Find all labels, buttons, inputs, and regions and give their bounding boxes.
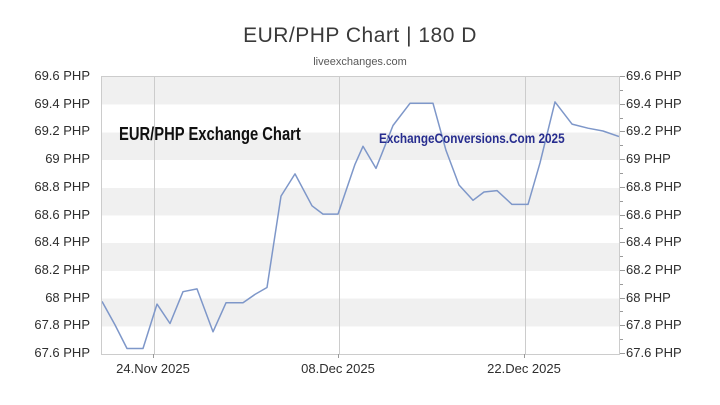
y-tick-mark [620,89,623,91]
y-tick-label-left: 67.6 PHP [34,345,90,360]
page-subtitle: liveexchanges.com [313,56,407,68]
y-tick-mark [620,172,623,174]
y-tick-label-right: 68.4 PHP [626,234,682,250]
vertical-gridline [154,77,155,354]
y-tick-mark [620,228,623,230]
y-tick-label-left: 69 PHP [45,151,90,167]
y-tick-label-left: 69.2 PHP [34,123,90,139]
y-tick-mark [620,339,623,341]
y-tick-mark [620,269,625,271]
y-tick-mark [620,131,625,133]
y-tick-label-left: 68.6 PHP [34,206,90,222]
y-tick-label-right: 68.2 PHP [626,261,682,277]
vertical-gridline [525,77,526,354]
watermark-exchange-chart: EUR/PHP Exchange Chart [119,124,301,144]
x-tick-label: 24.Nov 2025 [116,361,190,376]
y-tick-label-left: 69.6 PHP [34,68,90,83]
y-tick-label-right: 68.8 PHP [626,178,682,194]
x-tick-label: 08.Dec 2025 [301,361,375,376]
y-tick-mark [620,297,625,299]
y-tick-mark [620,103,625,105]
y-tick-label-left: 68.8 PHP [34,178,90,194]
y-tick-mark [620,283,623,285]
y-tick-label-left: 68 PHP [45,289,90,305]
y-tick-label-right: 69.4 PHP [626,95,682,111]
y-tick-mark [620,242,625,244]
y-tick-mark [620,145,623,147]
y-tick-mark [620,256,623,258]
watermark-exchangeconversions: ExchangeConversions.Com 2025 [379,130,565,146]
y-tick-label-left: 69.4 PHP [34,95,90,111]
x-tick-mark [338,354,339,358]
y-tick-mark [620,325,625,327]
y-tick-label-right: 68 PHP [626,289,671,305]
y-tick-label-right: 69.6 PHP [626,68,682,83]
y-tick-mark [620,159,625,161]
y-tick-label-right: 69.2 PHP [626,123,682,139]
y-tick-label-right: 67.8 PHP [626,317,682,333]
y-tick-label-right: 68.6 PHP [626,206,682,222]
plot-area: EUR/PHP Exchange Chart ExchangeConversio… [101,76,620,355]
y-tick-mark [620,311,623,313]
y-tick-mark [620,76,625,77]
price-line-svg [102,101,619,350]
x-tick-mark [524,354,525,358]
x-tick-label: 22.Dec 2025 [487,361,561,376]
y-tick-label-left: 68.2 PHP [34,261,90,277]
y-tick-label-left: 67.8 PHP [34,317,90,333]
y-tick-mark [620,186,625,188]
y-tick-label-left: 68.4 PHP [34,234,90,250]
y-tick-mark [620,214,625,216]
y-tick-label-right: 69 PHP [626,151,671,167]
y-tick-mark [620,200,623,202]
y-tick-mark [620,117,623,119]
x-tick-mark [153,354,154,358]
y-tick-label-right: 67.6 PHP [626,345,682,360]
eur-php-price-line [102,101,619,350]
page-title: EUR/PHP Chart | 180 D [243,24,477,47]
y-tick-mark [620,353,625,354]
vertical-gridline [339,77,340,354]
